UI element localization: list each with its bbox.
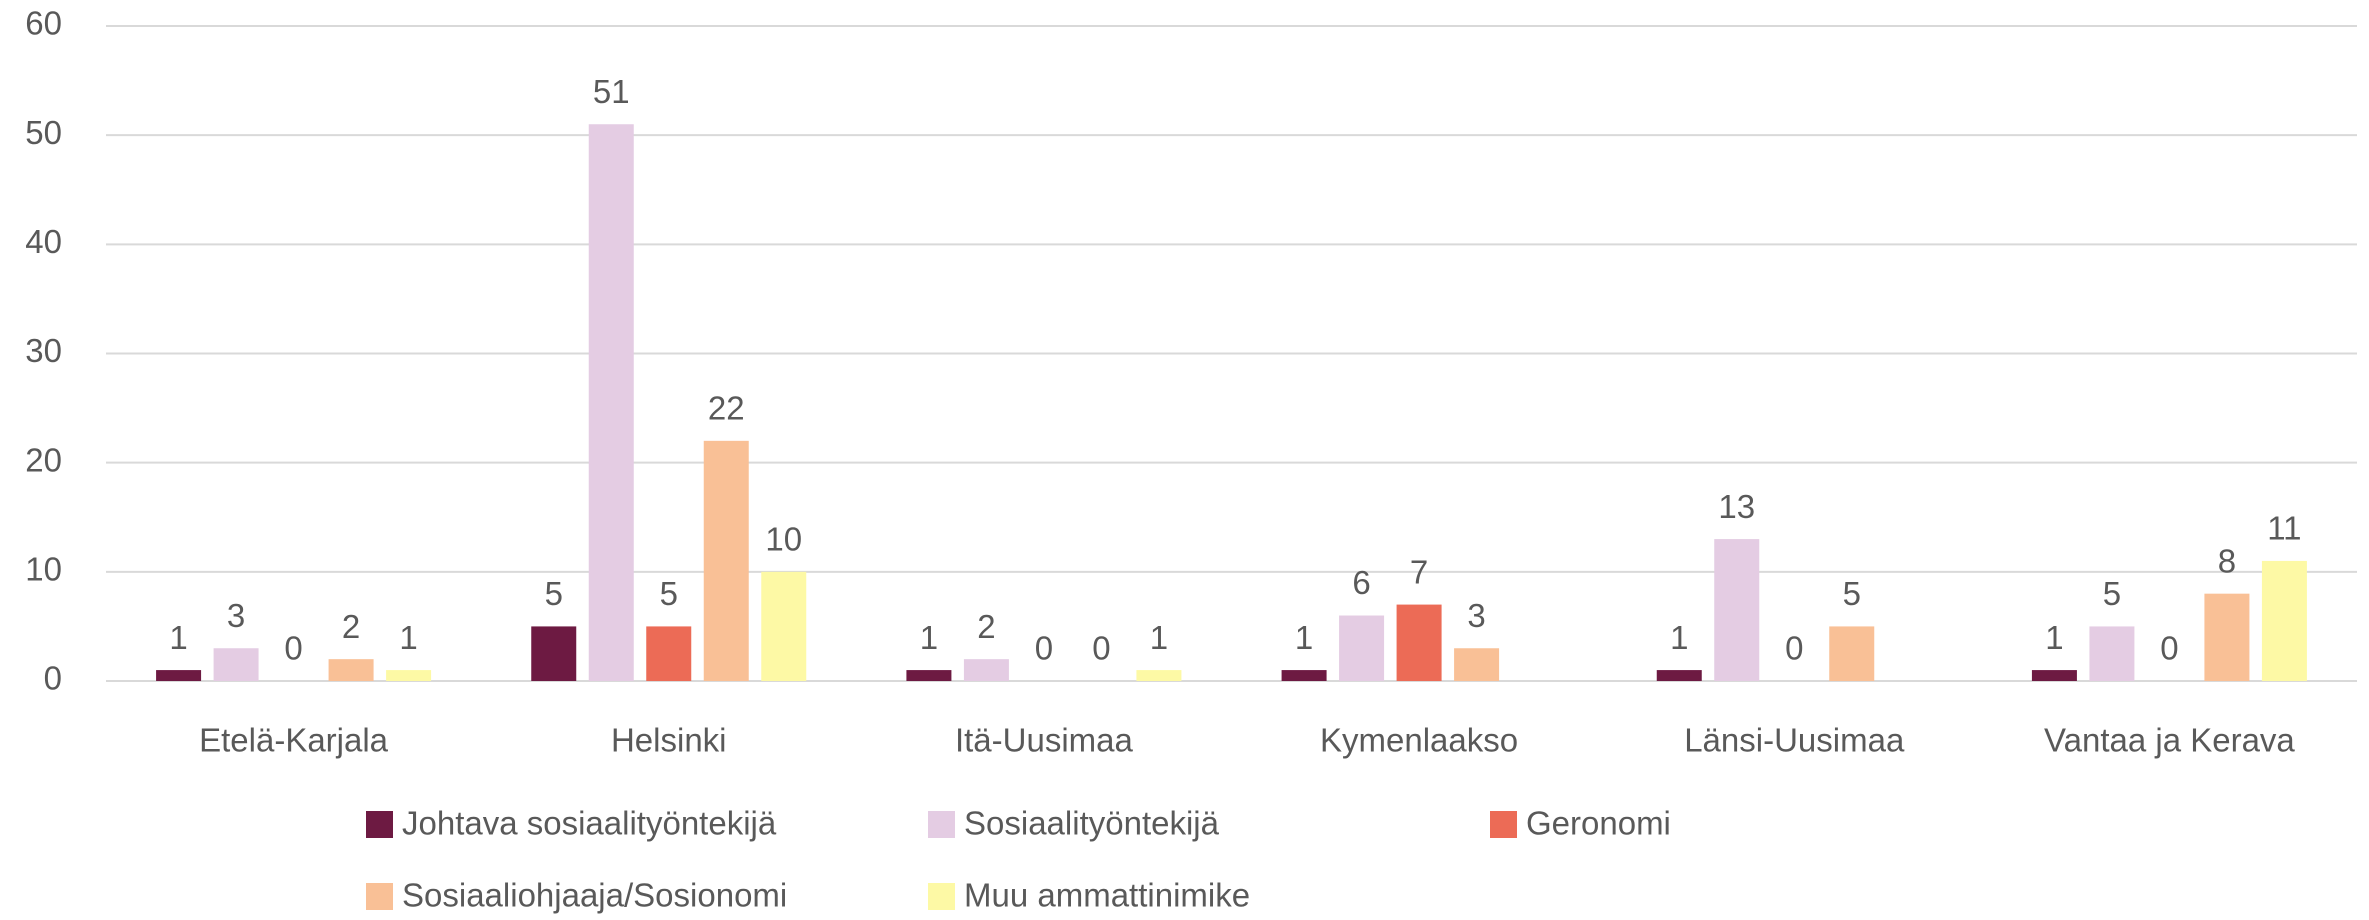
data-label: 0 xyxy=(1035,630,1053,667)
data-label: 1 xyxy=(169,619,187,656)
bar xyxy=(646,626,692,681)
bar xyxy=(1136,670,1182,681)
bar xyxy=(2089,626,2135,681)
legend-label: Sosiaaliohjaaja/Sosionomi xyxy=(402,877,787,914)
data-label: 1 xyxy=(1295,619,1313,656)
legend-label: Sosiaalityöntekijä xyxy=(964,805,1220,842)
bar xyxy=(963,659,1009,681)
x-tick-label: Itä-Uusimaa xyxy=(955,722,1134,759)
data-label: 5 xyxy=(660,575,678,612)
bar xyxy=(588,124,634,681)
y-tick-label: 10 xyxy=(25,551,62,588)
legend-label: Muu ammattinimike xyxy=(964,877,1250,914)
data-label: 1 xyxy=(399,619,417,656)
x-tick-label: Länsi-Uusimaa xyxy=(1684,722,1905,759)
bar xyxy=(531,626,577,681)
data-label: 2 xyxy=(977,608,995,645)
bar xyxy=(1454,648,1500,681)
bar xyxy=(1281,670,1327,681)
y-tick-label: 20 xyxy=(25,441,62,478)
data-label: 51 xyxy=(593,73,630,110)
bar xyxy=(906,670,952,681)
x-tick-label: Etelä-Karjala xyxy=(199,722,389,759)
legend-swatch xyxy=(928,883,955,910)
x-tick-label: Kymenlaakso xyxy=(1320,722,1518,759)
legend-label: Geronomi xyxy=(1526,805,1671,842)
bar xyxy=(2031,670,2077,681)
bar xyxy=(1656,670,1702,681)
data-label: 10 xyxy=(765,521,802,558)
y-tick-label: 0 xyxy=(44,660,62,697)
legend-swatch xyxy=(1490,811,1517,838)
y-tick-label: 50 xyxy=(25,114,62,151)
data-label: 5 xyxy=(2103,575,2121,612)
data-label: 5 xyxy=(545,575,563,612)
data-label: 7 xyxy=(1410,553,1428,590)
bar xyxy=(2261,560,2307,681)
legend-swatch xyxy=(928,811,955,838)
x-tick-label: Helsinki xyxy=(611,722,727,759)
y-tick-label: 30 xyxy=(25,332,62,369)
bar xyxy=(386,670,432,681)
bar xyxy=(1829,626,1875,681)
legend-swatch xyxy=(366,883,393,910)
data-label: 0 xyxy=(2160,630,2178,667)
data-label: 2 xyxy=(342,608,360,645)
bar xyxy=(1339,615,1385,681)
bar xyxy=(328,659,374,681)
data-label: 0 xyxy=(284,630,302,667)
data-label: 0 xyxy=(1092,630,1110,667)
data-label: 3 xyxy=(227,597,245,634)
data-label: 1 xyxy=(920,619,938,656)
data-label: 1 xyxy=(2045,619,2063,656)
bar xyxy=(2204,593,2250,681)
bar xyxy=(1714,539,1760,681)
data-label: 8 xyxy=(2218,542,2236,579)
bar xyxy=(1396,604,1442,681)
bar xyxy=(703,440,749,681)
data-label: 3 xyxy=(1467,597,1485,634)
data-label: 6 xyxy=(1352,564,1370,601)
data-label: 0 xyxy=(1785,630,1803,667)
data-label: 5 xyxy=(1843,575,1861,612)
legend-swatch xyxy=(366,811,393,838)
bar xyxy=(213,648,259,681)
y-tick-label: 40 xyxy=(25,223,62,260)
data-label: 13 xyxy=(1718,488,1755,525)
legend-label: Johtava sosiaalityöntekijä xyxy=(402,805,777,842)
y-tick-label: 60 xyxy=(25,5,62,42)
data-label: 1 xyxy=(1670,619,1688,656)
x-tick-label: Vantaa ja Kerava xyxy=(2044,722,2295,759)
bar xyxy=(761,571,807,681)
bar xyxy=(156,670,202,681)
data-label: 1 xyxy=(1150,619,1168,656)
data-label: 22 xyxy=(708,390,745,427)
data-label: 11 xyxy=(2267,510,2301,547)
